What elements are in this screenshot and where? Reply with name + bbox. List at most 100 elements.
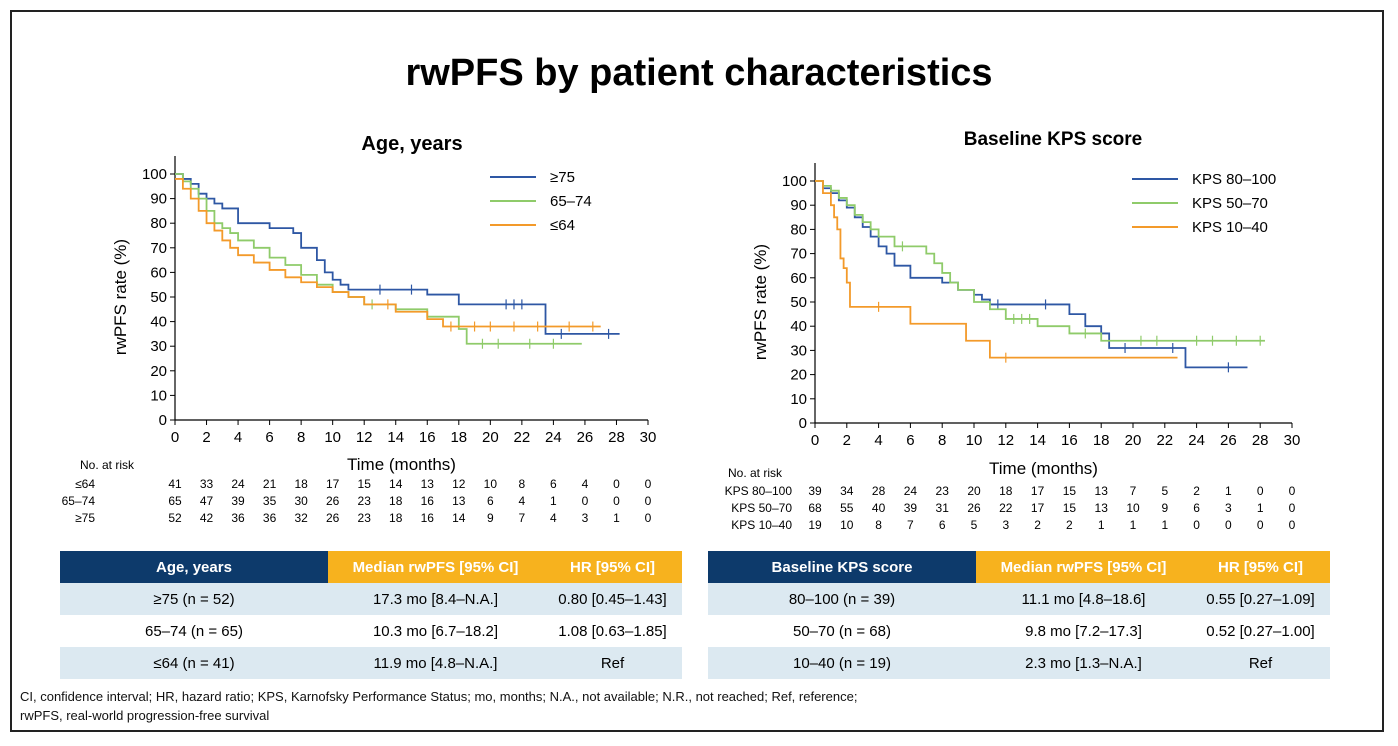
risk-count: 1 <box>1098 518 1105 532</box>
y-tick-label: 90 <box>790 197 807 214</box>
y-tick-label: 50 <box>790 294 807 311</box>
legend-label: ≥75 <box>550 169 575 186</box>
y-tick-label: 40 <box>150 314 167 331</box>
footnote-line: rwPFS, real-world progression-free survi… <box>20 708 270 723</box>
risk-table-heading: No. at risk <box>80 458 135 472</box>
table-row: ≥75 (n = 52) 17.3 mo [8.4–N.A.] 0.80 [0.… <box>60 583 682 615</box>
table-row: 65–74 (n = 65) 10.3 mo [6.7–18.2] 1.08 [… <box>60 615 682 647</box>
legend-label: KPS 10–40 <box>1192 219 1268 236</box>
risk-count: 41 <box>168 477 182 491</box>
risk-row-label: KPS 10–40 <box>731 518 792 532</box>
risk-count: 68 <box>808 501 822 515</box>
table-cell: 50–70 (n = 68) <box>793 622 891 640</box>
risk-count: 7 <box>907 518 914 532</box>
risk-row-label: 65–74 <box>62 494 96 508</box>
risk-count: 6 <box>939 518 946 532</box>
x-tick-label: 14 <box>1029 432 1046 449</box>
table-header-cell: HR [95% CI] <box>543 551 682 583</box>
risk-count: 1 <box>613 511 620 525</box>
risk-count: 4 <box>519 494 526 508</box>
risk-count: 39 <box>808 484 822 498</box>
risk-count: 6 <box>487 494 494 508</box>
x-tick-label: 16 <box>1061 432 1078 449</box>
risk-count: 35 <box>263 494 277 508</box>
risk-row-label: KPS 50–70 <box>731 501 792 515</box>
risk-count: 15 <box>1063 501 1077 515</box>
table-cell: ≥75 (n = 52) <box>60 583 328 615</box>
y-axis-label: rwPFS rate (%) <box>751 244 770 360</box>
x-tick-label: 24 <box>545 429 562 446</box>
risk-count: 2 <box>1066 518 1073 532</box>
x-tick-label: 4 <box>874 432 882 449</box>
risk-count: 0 <box>1257 484 1264 498</box>
risk-count: 15 <box>1063 484 1077 498</box>
risk-count: 4 <box>582 477 589 491</box>
y-tick-label: 70 <box>790 246 807 263</box>
x-tick-label: 16 <box>419 429 436 446</box>
table-cell: 17.3 mo [8.4–N.A.] <box>328 583 543 615</box>
risk-count: 9 <box>1161 501 1168 515</box>
table-header-cell: Age, years <box>60 551 328 583</box>
risk-count: 17 <box>326 477 340 491</box>
x-tick-label: 12 <box>997 432 1014 449</box>
risk-count: 2 <box>1193 484 1200 498</box>
x-tick-label: 30 <box>640 429 657 446</box>
table-cell: 1.08 [0.63–1.85] <box>558 622 667 640</box>
risk-count: 36 <box>231 511 245 525</box>
x-tick-label: 18 <box>1093 432 1110 449</box>
x-tick-label: 6 <box>906 432 914 449</box>
risk-count: 24 <box>231 477 245 491</box>
risk-count: 23 <box>358 511 372 525</box>
risk-count: 14 <box>389 477 403 491</box>
risk-count: 39 <box>904 501 918 515</box>
risk-count: 19 <box>808 518 822 532</box>
risk-count: 18 <box>389 511 403 525</box>
x-tick-label: 18 <box>450 429 467 446</box>
x-tick-label: 8 <box>938 432 946 449</box>
risk-count: 0 <box>582 494 589 508</box>
risk-count: 4 <box>550 511 557 525</box>
legend-label: ≤64 <box>550 217 575 234</box>
y-tick-label: 20 <box>150 363 167 380</box>
table-cell: 11.9 mo [4.8–N.A.] <box>328 647 543 679</box>
risk-count: 47 <box>200 494 214 508</box>
legend-label: KPS 80–100 <box>1192 171 1276 188</box>
y-tick-label: 80 <box>790 221 807 238</box>
x-axis-label: Time (months) <box>347 455 456 474</box>
y-tick-label: 70 <box>150 240 167 257</box>
risk-count: 17 <box>1031 501 1045 515</box>
risk-count: 55 <box>840 501 854 515</box>
table-row: 50–70 (n = 68) 9.8 mo [7.2–17.3] 0.52 [0… <box>708 615 1330 647</box>
km-curve-KPS 10–40 <box>815 180 1178 359</box>
x-tick-label: 20 <box>482 429 499 446</box>
x-tick-label: 28 <box>608 429 625 446</box>
table-cell: 2.3 mo [1.3–N.A.] <box>976 647 1191 679</box>
risk-count: 22 <box>999 501 1013 515</box>
x-axis-label: Time (months) <box>989 459 1098 478</box>
y-tick-label: 80 <box>150 215 167 232</box>
x-tick-label: 26 <box>1220 432 1237 449</box>
risk-count: 39 <box>231 494 245 508</box>
slide-title: rwPFS by patient characteristics <box>405 52 993 94</box>
y-tick-label: 100 <box>782 173 807 190</box>
risk-count: 42 <box>200 511 214 525</box>
table-cell: 11.1 mo [4.8–18.6] <box>976 583 1191 615</box>
table-row: ≤64 (n = 41) 11.9 mo [4.8–N.A.] Ref <box>60 647 682 679</box>
table-cell: Ref <box>1191 647 1330 679</box>
risk-count: 5 <box>1161 484 1168 498</box>
x-tick-label: 2 <box>202 429 210 446</box>
risk-table-heading: No. at risk <box>728 466 783 480</box>
table-header-cell: Baseline KPS score <box>708 551 976 583</box>
risk-count: 36 <box>263 511 277 525</box>
table-cell: 10–40 (n = 19) <box>708 647 976 679</box>
chart-title: Baseline KPS score <box>964 129 1142 150</box>
risk-count: 13 <box>1095 484 1109 498</box>
risk-count: 9 <box>487 511 494 525</box>
x-tick-label: 24 <box>1188 432 1205 449</box>
y-tick-label: 50 <box>150 289 167 306</box>
risk-count: 6 <box>550 477 557 491</box>
y-tick-label: 30 <box>790 342 807 359</box>
table-row: 80–100 (n = 39) 11.1 mo [4.8–18.6] 0.55 … <box>708 583 1330 615</box>
kps-summary-table: Baseline KPS score Median rwPFS [95% CI]… <box>708 551 1330 679</box>
table-cell: Ref <box>543 647 682 679</box>
